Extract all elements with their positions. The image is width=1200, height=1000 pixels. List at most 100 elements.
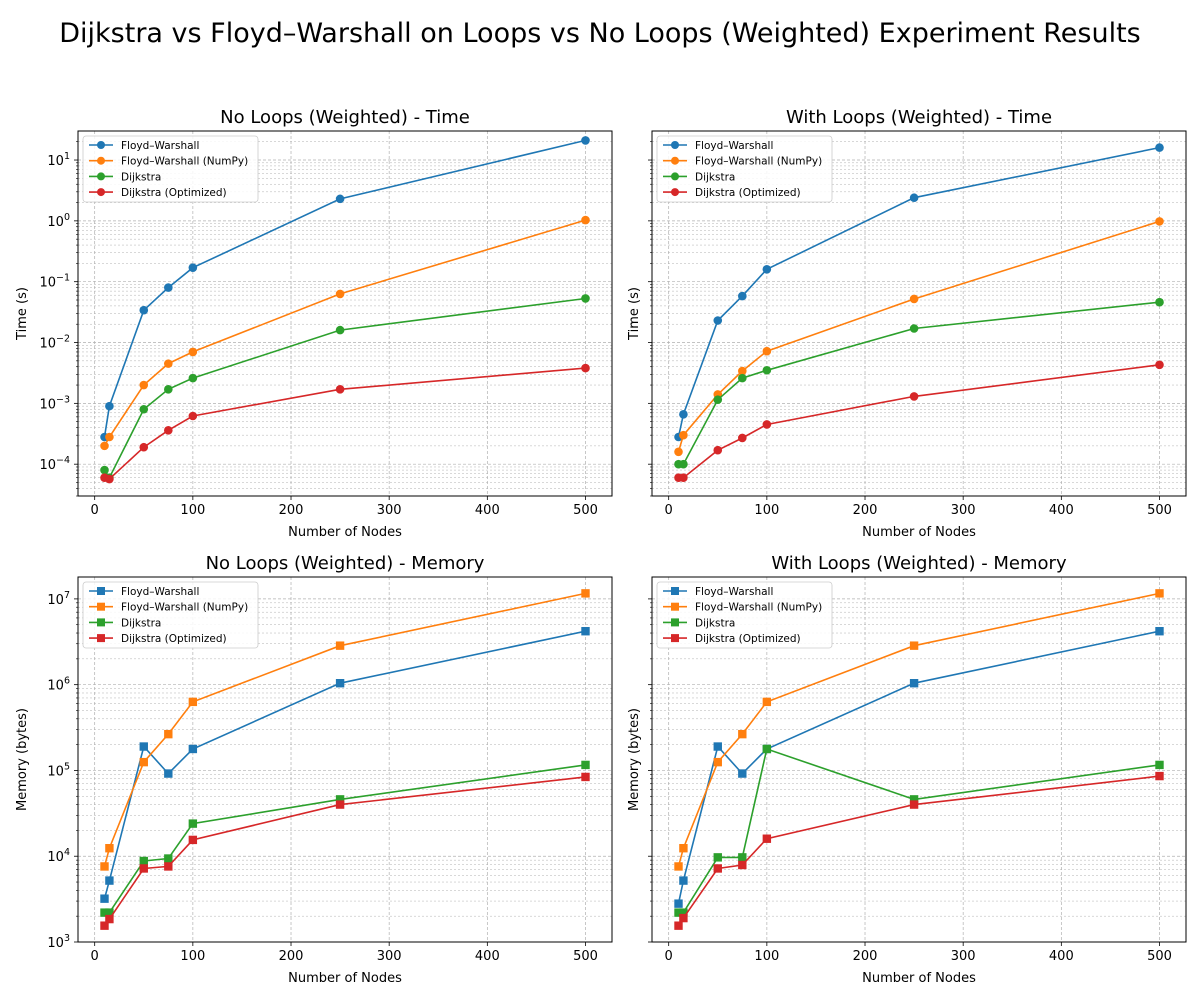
data-point <box>738 433 747 443</box>
x-tick-label: 200 <box>853 503 878 518</box>
subplot-3: 0 100 200 300 400 500 103 104 105 106 107 No Loops … <box>15 553 613 986</box>
x-tick-label: 200 <box>279 949 304 964</box>
x-axis-label: Number of Nodes <box>862 971 976 986</box>
x-tick-label: 500 <box>573 503 598 518</box>
x-tick-label: 500 <box>573 949 598 964</box>
series-line <box>678 747 1160 914</box>
data-point <box>713 757 722 767</box>
data-point <box>164 729 173 739</box>
legend-marker <box>671 618 679 627</box>
y-tick-label: 104 <box>47 847 70 865</box>
x-tick-label: 300 <box>377 503 402 518</box>
data-point <box>713 853 722 862</box>
data-point <box>335 679 345 688</box>
data-point <box>335 289 345 299</box>
axes-frame <box>77 576 613 943</box>
data-point <box>679 459 688 469</box>
series <box>674 217 1164 457</box>
series <box>674 143 1164 442</box>
legend-marker <box>97 156 105 165</box>
y-axis-label: Time (s) <box>627 287 642 341</box>
legend-marker <box>97 188 105 197</box>
legend-marker <box>671 156 679 165</box>
y-tick-label: 100 <box>47 212 70 230</box>
data-point <box>105 876 114 885</box>
series <box>674 360 1164 482</box>
data-point <box>164 359 173 368</box>
data-point <box>100 921 109 930</box>
x-tick-label: 500 <box>1147 949 1172 964</box>
data-point <box>738 729 747 739</box>
data-point <box>164 854 173 863</box>
figure-title: Dijkstra vs Floyd–Warshall on Loops vs N… <box>59 18 1141 49</box>
series <box>674 771 1164 930</box>
legend-box <box>82 581 259 649</box>
data-point <box>909 679 919 688</box>
data-point <box>100 862 109 871</box>
x-tick-label: 400 <box>475 503 500 518</box>
data-point <box>1155 760 1164 770</box>
y-axis-label: Memory (bytes) <box>627 708 642 811</box>
y-tick-label: 101 <box>47 151 70 169</box>
legend-label: Dijkstra <box>695 171 735 183</box>
x-tick-label: 200 <box>279 503 304 518</box>
data-point <box>164 862 173 871</box>
series <box>100 760 590 917</box>
x-tick-label: 100 <box>754 503 779 518</box>
x-tick-label: 0 <box>91 949 99 964</box>
data-point <box>188 373 198 383</box>
legend-label: Floyd–Warshall <box>121 140 199 152</box>
legend: Floyd–Warshall Floyd–Warshall (NumPy) Dijk… <box>82 135 259 203</box>
x-axis-label: Number of Nodes <box>862 525 976 540</box>
x-tick-label: 100 <box>180 949 205 964</box>
data-point <box>713 864 722 873</box>
legend-marker <box>671 634 679 643</box>
legend-marker <box>671 602 679 611</box>
series <box>100 627 590 903</box>
series <box>100 363 590 484</box>
data-point <box>105 432 114 442</box>
data-point <box>762 420 772 429</box>
legend-box <box>656 135 833 203</box>
data-point <box>713 316 723 325</box>
series <box>674 297 1164 469</box>
y-tick-label: 10−4 <box>39 455 70 473</box>
data-point <box>100 465 109 475</box>
series-line <box>678 364 1160 479</box>
series-line <box>103 219 586 447</box>
x-axis-label: Number of Nodes <box>288 971 402 986</box>
x-tick-label: 100 <box>180 503 205 518</box>
legend-label: Floyd–Warshall (NumPy) <box>695 602 822 614</box>
data-point <box>674 899 683 908</box>
data-point <box>335 795 345 804</box>
data-point <box>164 769 173 778</box>
legend-box <box>82 135 259 203</box>
data-point <box>679 410 688 419</box>
data-point <box>188 347 198 357</box>
data-point <box>674 862 683 871</box>
data-point <box>1155 627 1164 636</box>
y-tick-label: 10−3 <box>39 394 70 412</box>
x-axis-label: Number of Nodes <box>288 525 402 540</box>
legend-label: Floyd–Warshall <box>695 140 773 152</box>
x-tick-label: 0 <box>665 503 673 518</box>
legend-marker <box>97 172 105 181</box>
x-tick-label: 400 <box>1049 503 1074 518</box>
data-point <box>679 908 688 917</box>
legend-label: Floyd–Warshall (NumPy) <box>121 156 248 168</box>
data-point <box>105 908 114 917</box>
data-point <box>139 305 149 315</box>
legend-label: Floyd–Warshall (NumPy) <box>121 602 248 614</box>
data-point <box>581 627 590 636</box>
data-point <box>335 641 345 650</box>
data-point <box>139 864 148 873</box>
data-point <box>762 834 772 843</box>
data-point <box>762 346 772 356</box>
data-point <box>188 263 198 272</box>
y-axis-label: Time (s) <box>15 287 30 341</box>
data-point <box>139 757 148 767</box>
data-point <box>581 215 590 225</box>
legend-box <box>656 581 833 649</box>
data-point <box>139 404 149 414</box>
data-point <box>738 860 747 870</box>
